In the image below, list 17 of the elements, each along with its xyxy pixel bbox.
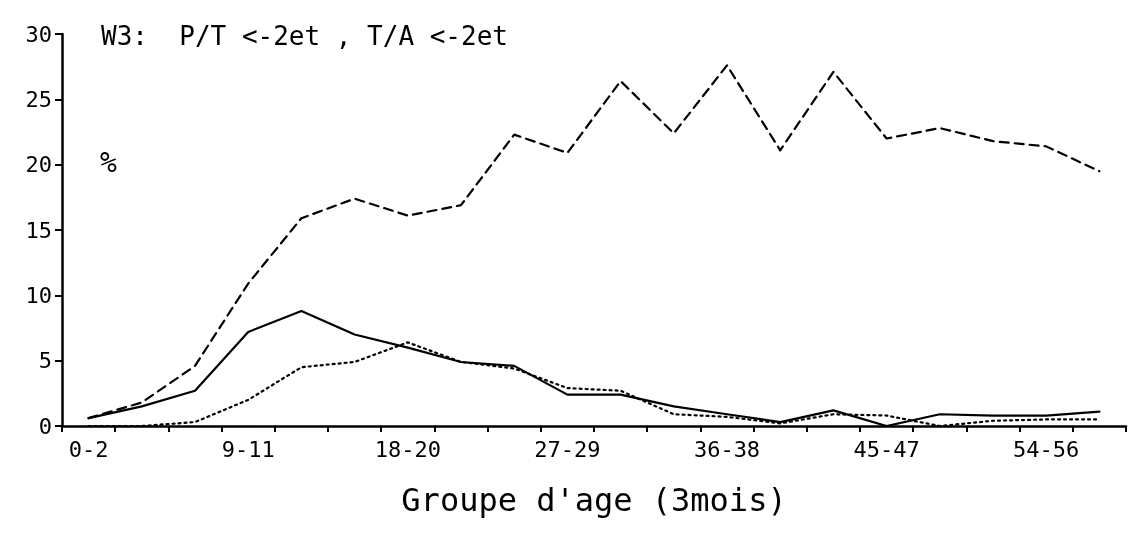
y-axis-title: %: [100, 145, 117, 179]
x-tick-label: 27-29: [534, 436, 601, 462]
y-tick-label: 5: [38, 348, 52, 374]
y-tick-label: 20: [25, 152, 52, 178]
x-tick-label: 45-47: [853, 436, 920, 462]
x-tick-label: 9-11: [221, 436, 275, 462]
chart-title: W3: P/T <-2et , T/A <-2et: [101, 21, 508, 51]
y-tick-label: 10: [25, 282, 52, 308]
x-tick-label: 18-20: [374, 436, 441, 462]
x-tick-label: 36-38: [693, 436, 761, 462]
x-tick-label: 54-56: [1013, 436, 1080, 462]
x-tick-label: 0-2: [68, 436, 109, 462]
y-tick-label: 30: [25, 21, 52, 47]
y-tick-label: 0: [38, 413, 52, 439]
x-axis-title: Groupe d'age (3mois): [401, 481, 787, 519]
y-tick-label: 25: [25, 86, 52, 112]
y-tick-label: 15: [25, 217, 52, 243]
